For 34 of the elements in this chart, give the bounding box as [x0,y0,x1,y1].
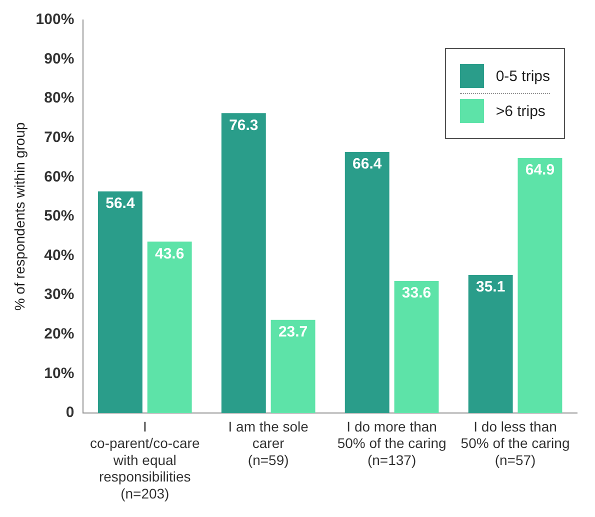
data-label: 76.3 [229,116,258,134]
bar [344,152,390,413]
y-tick-label: 20% [44,326,74,343]
data-label: 23.7 [278,324,308,340]
bar [518,158,562,413]
y-tick-label: 60% [44,168,74,186]
data-label: 56.4 [106,194,136,212]
bar [468,275,513,413]
x-tick-label: I do less than 50% of the caring (n=57) [460,418,570,468]
y-tick-label: 30% [44,286,74,304]
y-tick-label: 0 [66,404,74,422]
data-label: 43.6 [154,245,184,262]
bar [98,191,142,413]
y-tick-label: 50% [44,208,74,225]
y-tick-label: 40% [44,246,74,264]
y-tick-label: 90% [44,50,74,68]
legend-label: >6 trips [496,102,546,120]
y-tick-label: 80% [44,90,74,107]
legend-label: 0-5 trips [496,68,550,84]
x-tick-label: I do more than 50% of the caring (n=137) [337,418,446,468]
data-label: 35.1 [476,278,506,296]
bar [221,113,266,413]
x-tick-label: I am the sole carer (n=59) [228,418,309,468]
data-label: 66.4 [352,156,382,173]
y-tick-label: 10% [44,364,74,382]
data-label: 33.6 [402,284,432,302]
bar [270,320,316,413]
y-axis-title: % of respondents within group [11,122,28,311]
bar [394,280,439,413]
y-tick-label: 100% [36,11,74,28]
data-label: 64.9 [525,162,555,179]
x-tick-label: I co-parent/co-care with equal responsibilities (n=203) [90,418,200,502]
y-tick-label: 70% [44,129,74,146]
bar [147,242,192,413]
